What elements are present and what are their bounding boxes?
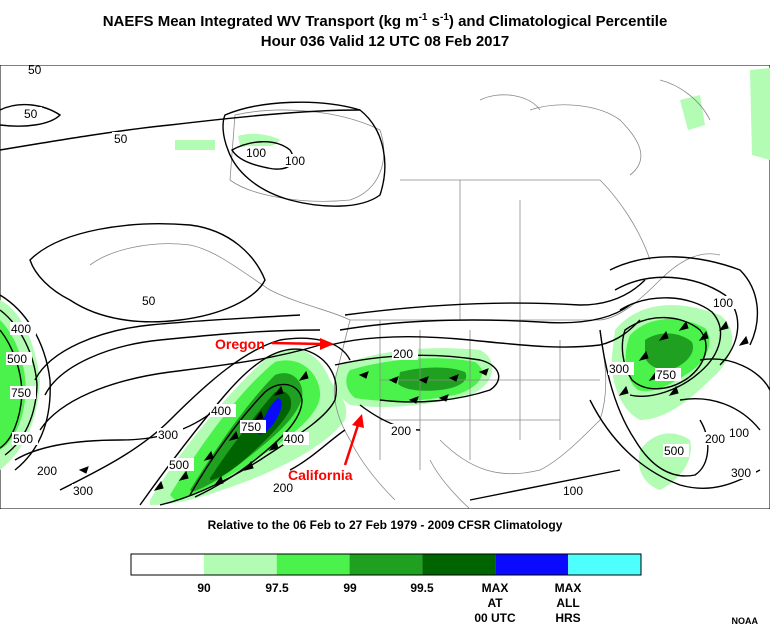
contour-50-plains xyxy=(344,279,646,316)
label-200-baja: 200 xyxy=(273,481,293,495)
legend-label-975: 97.5 xyxy=(265,581,289,595)
label-50-top: 50 xyxy=(28,65,42,77)
shade-995-atlantic xyxy=(645,333,694,370)
legend-label-max-utc-3: 00 UTC xyxy=(474,611,516,625)
label-200-se: 200 xyxy=(705,432,725,446)
label-200-pacific: 200 xyxy=(37,464,57,478)
contour-50-north xyxy=(0,109,361,151)
legend-label-max-all-2: ALL xyxy=(556,596,579,610)
legend-bin xyxy=(349,554,423,575)
contour-200-plains xyxy=(329,319,641,348)
contour-50-ne xyxy=(0,103,62,127)
legend-label-90: 90 xyxy=(197,581,211,595)
percentile-legend: 90 97.5 99 99.5 MAX AT 00 UTC MAX ALL HR… xyxy=(130,553,642,625)
legend-bin xyxy=(495,554,569,575)
contour-50-pacific2 xyxy=(34,314,301,381)
contour-labels: 50 50 50 100 100 50 400 750 400 300 500 … xyxy=(6,65,756,498)
contour-300-westedge xyxy=(0,294,51,471)
label-100-canada2: 100 xyxy=(285,154,305,168)
climatology-note: Relative to the 06 Feb to 27 Feb 1979 - … xyxy=(207,518,563,532)
contour-100-atlantic xyxy=(609,256,759,346)
label-100-gulf: 100 xyxy=(563,484,583,498)
shade-975-canada xyxy=(175,140,215,150)
oregon-label: Oregon xyxy=(215,336,265,352)
legend-label-max-all-1: MAX xyxy=(555,581,582,595)
legend-color-bins xyxy=(131,554,641,575)
label-300-pacific2: 300 xyxy=(73,484,93,498)
contour-150-atlantic xyxy=(614,276,739,366)
legend-label-995: 99.5 xyxy=(410,581,434,595)
label-400-pacific: 400 xyxy=(211,404,231,418)
label-750-atlantic: 750 xyxy=(656,368,676,382)
contour-100-pacific xyxy=(44,329,321,396)
contour-100-gulf xyxy=(469,469,621,501)
california-label: California xyxy=(288,467,353,483)
oregon-arrow xyxy=(271,341,323,346)
legend-label-max-utc-1: MAX xyxy=(482,581,509,595)
state-annotations: Oregon California xyxy=(215,336,364,483)
map-title: NAEFS Mean Integrated WV Transport (kg m… xyxy=(102,12,668,30)
contour-100-se xyxy=(699,358,770,391)
label-200-plains: 200 xyxy=(393,347,413,361)
label-500-atlantic: 500 xyxy=(664,444,684,458)
label-400-westedge: 400 xyxy=(11,322,31,336)
legend-label-max-all-3: HRS xyxy=(555,611,580,625)
label-500-westedge2: 500 xyxy=(7,352,27,366)
legend-bin xyxy=(422,554,496,575)
label-200-texas: 200 xyxy=(391,424,411,438)
label-50-pacific: 50 xyxy=(142,294,156,308)
contour-300-se xyxy=(589,399,761,489)
label-50-north: 50 xyxy=(114,132,128,146)
legend-bin xyxy=(131,554,204,575)
label-500-pacific: 500 xyxy=(169,458,189,472)
label-50-ne: 50 xyxy=(24,107,38,121)
shade-995-plains xyxy=(398,367,467,391)
label-750-pacific: 750 xyxy=(241,420,261,434)
contour-200-atlantic xyxy=(619,297,722,397)
ivt-map: 50 50 50 100 100 50 400 750 400 300 500 … xyxy=(0,65,770,509)
label-300-pacific: 300 xyxy=(158,428,178,442)
contour-750-pacific xyxy=(189,383,303,498)
label-100-se: 100 xyxy=(729,426,749,440)
contour-100-plains xyxy=(339,304,631,331)
label-100-atlantic: 100 xyxy=(713,296,733,310)
label-100-canada: 100 xyxy=(246,146,266,160)
label-400-pacific2: 400 xyxy=(284,432,304,446)
california-arrow xyxy=(343,424,360,466)
label-500-westedge: 500 xyxy=(13,432,33,446)
legend-bin xyxy=(276,554,350,575)
label-300-se: 300 xyxy=(731,466,751,480)
contour-300-pacific xyxy=(59,337,351,491)
shade-975-ne-corner2 xyxy=(750,68,770,160)
legend-label-max-utc-2: AT xyxy=(487,596,503,610)
noaa-credit: NOAA xyxy=(731,616,759,626)
shade-975-canada2 xyxy=(238,133,280,148)
legend-bin xyxy=(203,554,277,575)
contour-150-pacific xyxy=(39,344,321,431)
contour-200-se xyxy=(679,398,761,431)
contour-200-baja xyxy=(289,429,346,471)
label-750-westedge: 750 xyxy=(11,386,31,400)
legend-label-99: 99 xyxy=(343,581,357,595)
flow-vectors xyxy=(78,320,749,491)
map-valid-time: Hour 036 Valid 12 UTC 08 Feb 2017 xyxy=(260,33,510,50)
legend-bin xyxy=(568,554,641,575)
contour-50-canada xyxy=(222,101,386,207)
contour-200-pacific xyxy=(14,409,216,461)
contour-500-atlantic xyxy=(599,329,709,477)
contour-50-pacific xyxy=(29,223,266,323)
label-300-atlantic: 300 xyxy=(609,362,629,376)
